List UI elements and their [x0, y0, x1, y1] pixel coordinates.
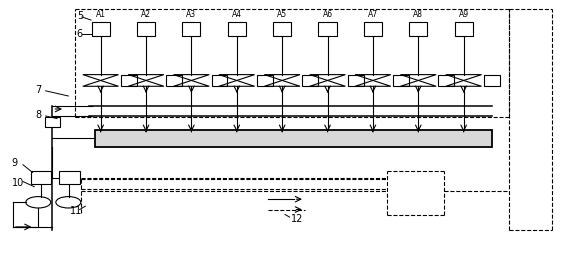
Text: A4: A4 — [232, 10, 242, 19]
FancyBboxPatch shape — [409, 22, 428, 36]
Text: 7: 7 — [35, 85, 42, 95]
FancyBboxPatch shape — [455, 22, 473, 36]
Text: 9: 9 — [11, 159, 18, 168]
Text: A2: A2 — [141, 10, 151, 19]
FancyBboxPatch shape — [393, 75, 409, 86]
Text: 8: 8 — [35, 111, 42, 121]
FancyBboxPatch shape — [364, 22, 382, 36]
FancyBboxPatch shape — [137, 22, 155, 36]
FancyBboxPatch shape — [182, 22, 201, 36]
FancyBboxPatch shape — [211, 75, 227, 86]
FancyBboxPatch shape — [166, 75, 182, 86]
FancyBboxPatch shape — [59, 171, 80, 184]
Text: A6: A6 — [323, 10, 333, 19]
Text: 10: 10 — [11, 178, 24, 188]
Text: A3: A3 — [186, 10, 197, 19]
FancyBboxPatch shape — [92, 22, 110, 36]
FancyBboxPatch shape — [227, 22, 246, 36]
Text: 6: 6 — [77, 29, 83, 39]
Text: 12: 12 — [291, 214, 303, 224]
Text: A7: A7 — [368, 10, 378, 19]
Text: 5: 5 — [77, 11, 83, 21]
FancyBboxPatch shape — [438, 75, 454, 86]
FancyBboxPatch shape — [273, 22, 291, 36]
FancyBboxPatch shape — [31, 171, 51, 184]
FancyBboxPatch shape — [45, 117, 60, 127]
FancyBboxPatch shape — [95, 130, 492, 146]
Text: A8: A8 — [413, 10, 424, 19]
Text: 11: 11 — [70, 206, 82, 216]
FancyBboxPatch shape — [348, 75, 364, 86]
FancyBboxPatch shape — [121, 75, 137, 86]
FancyBboxPatch shape — [484, 75, 500, 86]
FancyBboxPatch shape — [257, 75, 273, 86]
FancyBboxPatch shape — [302, 75, 318, 86]
Text: A9: A9 — [459, 10, 469, 19]
Text: A5: A5 — [277, 10, 287, 19]
FancyBboxPatch shape — [319, 22, 337, 36]
Text: A1: A1 — [96, 10, 105, 19]
